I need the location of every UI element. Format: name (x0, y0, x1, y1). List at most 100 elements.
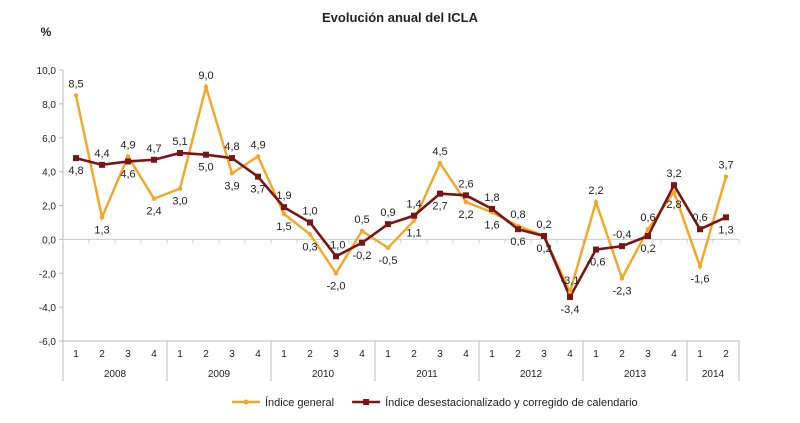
legend-marker (243, 399, 249, 405)
data-point (73, 155, 79, 162)
data-point (359, 228, 365, 234)
data-point (255, 173, 261, 180)
data-label: 4,9 (120, 139, 135, 151)
year-label: 2008 (104, 369, 127, 380)
x-tick-label: 2 (723, 349, 729, 360)
data-label: 4,7 (146, 143, 161, 155)
data-label: 2,6 (458, 178, 473, 190)
x-tick-label: 2 (203, 349, 209, 360)
data-label: -3,1 (561, 275, 580, 287)
year-label: 2012 (520, 369, 543, 380)
data-label: 5,1 (172, 136, 187, 148)
data-label: 0,6 (692, 212, 707, 224)
data-label: 1,6 (484, 219, 499, 231)
x-tick-label: 2 (411, 349, 417, 360)
data-label: 3,2 (666, 168, 681, 180)
data-point (177, 149, 183, 156)
series-line-general (74, 82, 728, 296)
x-tick-label: 4 (151, 349, 157, 360)
data-label: 3,9 (224, 180, 239, 192)
data-label: -1,6 (691, 273, 710, 285)
data-label: 0,3 (302, 241, 317, 253)
data-point (567, 293, 573, 300)
data-point (203, 151, 209, 158)
data-label: 0,2 (640, 243, 655, 255)
data-point (515, 226, 521, 233)
data-label: 2,8 (666, 199, 681, 211)
data-label: 0,2 (536, 219, 551, 231)
data-point (671, 189, 677, 195)
data-point (489, 205, 495, 212)
data-label: 1,8 (484, 192, 499, 204)
data-label: 1,4 (406, 199, 421, 211)
data-point (463, 192, 469, 199)
year-label: 2009 (208, 369, 231, 380)
y-tick-label: 8,0 (42, 100, 56, 111)
data-label: -2,3 (613, 285, 632, 297)
year-label: 2011 (416, 369, 438, 380)
y-tick-label: -6,0 (39, 337, 57, 348)
data-point (437, 160, 443, 166)
data-label: 3,7 (250, 184, 265, 196)
data-point (151, 156, 157, 163)
data-label: 4,8 (68, 165, 83, 177)
x-tick-label: 3 (541, 349, 547, 360)
data-point (177, 186, 183, 191)
y-tick-label: 2,0 (42, 202, 56, 213)
data-point (99, 161, 105, 168)
x-tick-label: 2 (99, 349, 105, 360)
data-label: 8,5 (68, 78, 83, 90)
data-point (619, 243, 625, 250)
x-tick-label: 3 (333, 349, 339, 360)
data-point (229, 171, 235, 176)
data-label: 3,7 (718, 160, 733, 172)
y-axis-label: % (41, 25, 52, 39)
x-tick-label: 2 (307, 349, 313, 360)
data-label: 0,6 (510, 236, 525, 248)
x-tick-label: 2 (619, 349, 625, 360)
data-point (411, 212, 417, 219)
x-tick-label: 1 (177, 349, 183, 360)
data-point (203, 84, 209, 90)
chart-title: Evolución anual del ICLA (322, 10, 479, 25)
x-tick-label: 4 (255, 349, 261, 360)
data-label: -3,4 (561, 304, 580, 316)
data-label: -2,0 (327, 280, 346, 292)
data-point (645, 227, 651, 232)
x-tick-label: 4 (671, 349, 677, 360)
legend-marker (363, 399, 370, 405)
y-tick-label: -4,0 (39, 303, 57, 314)
data-label: 0,8 (510, 209, 525, 221)
data-point (73, 93, 79, 98)
data-label: 4,4 (94, 148, 109, 160)
data-point (411, 218, 417, 223)
data-label: 5,0 (198, 162, 213, 174)
x-tick-label: 1 (385, 349, 391, 360)
data-point (723, 174, 729, 179)
data-label: 1,0 (302, 205, 317, 217)
data-label: 4,9 (250, 139, 265, 151)
data-point (307, 219, 313, 226)
data-point (333, 253, 339, 260)
data-point (619, 276, 625, 281)
data-label: 1,3 (718, 224, 733, 236)
data-label: 0,5 (354, 214, 369, 226)
x-tick-label: 4 (567, 349, 573, 360)
data-label: 0,9 (380, 207, 395, 219)
data-point (229, 155, 235, 162)
data-label: 2,2 (588, 185, 603, 197)
x-tick-label: 1 (281, 349, 287, 360)
data-label: -0,4 (613, 229, 632, 241)
data-label: 1,3 (94, 224, 109, 236)
data-point (671, 182, 677, 189)
data-label: -1,0 (327, 239, 346, 251)
data-point (541, 232, 547, 239)
x-tick-label: 1 (73, 349, 79, 360)
data-point (437, 190, 443, 197)
x-tick-label: 2 (515, 349, 521, 360)
data-label: 4,5 (432, 146, 447, 158)
data-label: 3,0 (172, 196, 187, 208)
data-label: 1,1 (406, 228, 421, 240)
data-point (697, 264, 703, 269)
